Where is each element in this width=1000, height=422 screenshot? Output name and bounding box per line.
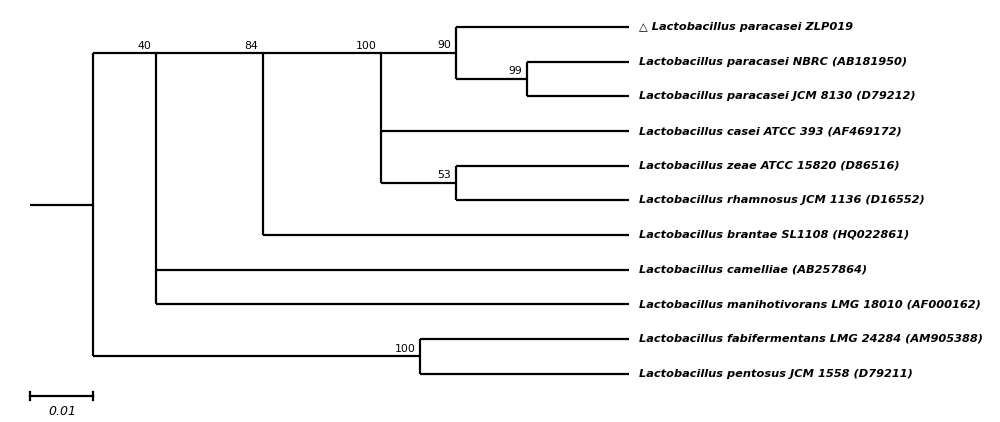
Text: 100: 100 — [395, 344, 416, 354]
Text: Lactobacillus brantae SL1108 (HQ022861): Lactobacillus brantae SL1108 (HQ022861) — [639, 230, 909, 240]
Text: Lactobacillus rhamnosus JCM 1136 (D16552): Lactobacillus rhamnosus JCM 1136 (D16552… — [639, 195, 925, 206]
Text: 0.01: 0.01 — [48, 405, 76, 418]
Text: Lactobacillus zeae ATCC 15820 (D86516): Lactobacillus zeae ATCC 15820 (D86516) — [639, 161, 899, 170]
Text: 100: 100 — [355, 41, 376, 51]
Text: 84: 84 — [244, 41, 258, 51]
Text: Lactobacillus camelliae (AB257864): Lactobacillus camelliae (AB257864) — [639, 265, 867, 275]
Text: Lactobacillus paracasei NBRC (AB181950): Lactobacillus paracasei NBRC (AB181950) — [639, 57, 907, 67]
Text: Lactobacillus casei ATCC 393 (AF469172): Lactobacillus casei ATCC 393 (AF469172) — [639, 126, 902, 136]
Text: Lactobacillus fabifermentans LMG 24284 (AM905388): Lactobacillus fabifermentans LMG 24284 (… — [639, 334, 983, 344]
Text: 90: 90 — [437, 40, 451, 50]
Text: Lactobacillus paracasei JCM 8130 (D79212): Lactobacillus paracasei JCM 8130 (D79212… — [639, 91, 915, 101]
Text: 99: 99 — [508, 66, 522, 76]
Text: 40: 40 — [138, 41, 152, 51]
Text: △ Lactobacillus paracasei ZLP019: △ Lactobacillus paracasei ZLP019 — [639, 22, 853, 32]
Text: Lactobacillus manihotivorans LMG 18010 (AF000162): Lactobacillus manihotivorans LMG 18010 (… — [639, 299, 981, 309]
Text: Lactobacillus pentosus JCM 1558 (D79211): Lactobacillus pentosus JCM 1558 (D79211) — [639, 368, 913, 379]
Text: 53: 53 — [437, 170, 451, 180]
